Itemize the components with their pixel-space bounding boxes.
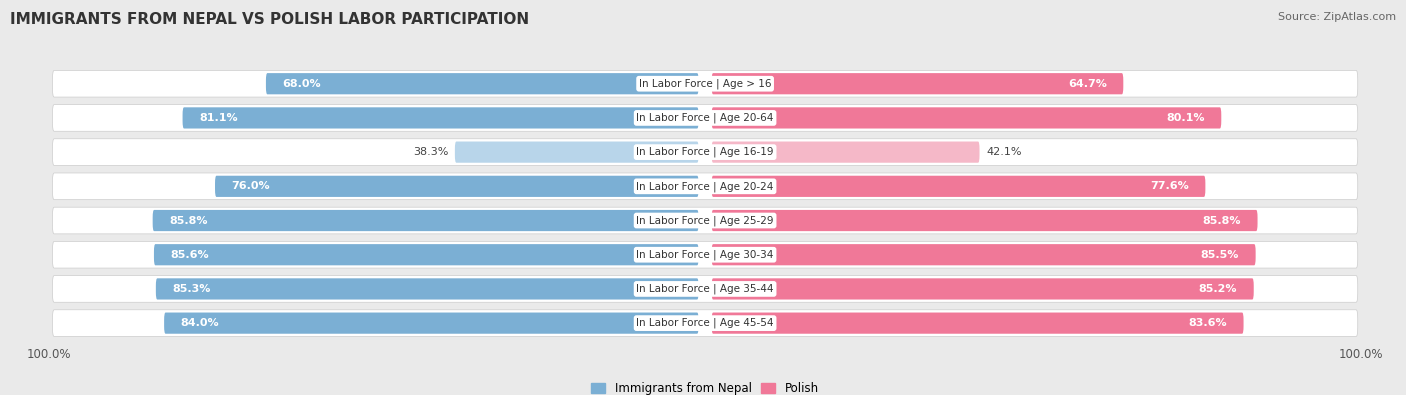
Text: In Labor Force | Age 35-44: In Labor Force | Age 35-44: [637, 284, 773, 294]
FancyBboxPatch shape: [52, 173, 1358, 199]
Text: Source: ZipAtlas.com: Source: ZipAtlas.com: [1278, 12, 1396, 22]
Text: 84.0%: 84.0%: [180, 318, 219, 328]
Text: 85.8%: 85.8%: [169, 216, 208, 226]
FancyBboxPatch shape: [215, 176, 699, 197]
FancyBboxPatch shape: [711, 278, 1254, 299]
Text: 85.3%: 85.3%: [173, 284, 211, 294]
FancyBboxPatch shape: [52, 207, 1358, 234]
Text: In Labor Force | Age 30-34: In Labor Force | Age 30-34: [637, 250, 773, 260]
FancyBboxPatch shape: [711, 244, 1256, 265]
Text: 76.0%: 76.0%: [232, 181, 270, 191]
Text: 85.6%: 85.6%: [170, 250, 209, 260]
FancyBboxPatch shape: [52, 241, 1358, 268]
FancyBboxPatch shape: [52, 276, 1358, 302]
Text: In Labor Force | Age 16-19: In Labor Force | Age 16-19: [637, 147, 773, 157]
Text: 85.8%: 85.8%: [1202, 216, 1241, 226]
FancyBboxPatch shape: [52, 70, 1358, 97]
Text: IMMIGRANTS FROM NEPAL VS POLISH LABOR PARTICIPATION: IMMIGRANTS FROM NEPAL VS POLISH LABOR PA…: [10, 12, 529, 27]
Text: 38.3%: 38.3%: [413, 147, 449, 157]
FancyBboxPatch shape: [711, 210, 1257, 231]
FancyBboxPatch shape: [165, 312, 699, 334]
Text: In Labor Force | Age 45-54: In Labor Force | Age 45-54: [637, 318, 773, 328]
Text: 83.6%: 83.6%: [1188, 318, 1227, 328]
Text: 68.0%: 68.0%: [283, 79, 321, 89]
FancyBboxPatch shape: [711, 107, 1222, 128]
Text: In Labor Force | Age 25-29: In Labor Force | Age 25-29: [637, 215, 773, 226]
FancyBboxPatch shape: [52, 139, 1358, 166]
Text: 42.1%: 42.1%: [986, 147, 1022, 157]
FancyBboxPatch shape: [153, 244, 699, 265]
Legend: Immigrants from Nepal, Polish: Immigrants from Nepal, Polish: [586, 377, 824, 395]
Text: 80.1%: 80.1%: [1167, 113, 1205, 123]
FancyBboxPatch shape: [153, 210, 699, 231]
Text: 85.5%: 85.5%: [1201, 250, 1239, 260]
Text: In Labor Force | Age > 16: In Labor Force | Age > 16: [638, 79, 772, 89]
Text: 77.6%: 77.6%: [1150, 181, 1189, 191]
FancyBboxPatch shape: [711, 176, 1205, 197]
Text: 64.7%: 64.7%: [1069, 79, 1107, 89]
Text: In Labor Force | Age 20-24: In Labor Force | Age 20-24: [637, 181, 773, 192]
FancyBboxPatch shape: [711, 73, 1123, 94]
FancyBboxPatch shape: [711, 312, 1243, 334]
Text: In Labor Force | Age 20-64: In Labor Force | Age 20-64: [637, 113, 773, 123]
FancyBboxPatch shape: [711, 141, 980, 163]
Text: 85.2%: 85.2%: [1199, 284, 1237, 294]
FancyBboxPatch shape: [52, 105, 1358, 131]
FancyBboxPatch shape: [456, 141, 699, 163]
FancyBboxPatch shape: [52, 310, 1358, 337]
Text: 81.1%: 81.1%: [200, 113, 238, 123]
FancyBboxPatch shape: [183, 107, 699, 128]
FancyBboxPatch shape: [266, 73, 699, 94]
FancyBboxPatch shape: [156, 278, 699, 299]
